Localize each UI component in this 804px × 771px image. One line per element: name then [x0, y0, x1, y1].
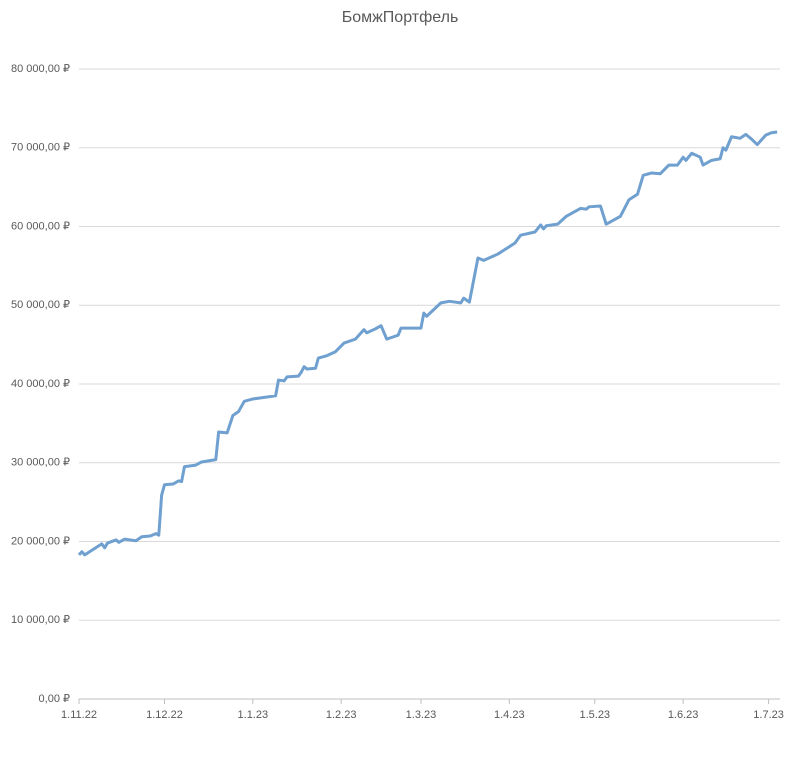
- y-tick-label: 80 000,00 ₽: [11, 63, 70, 75]
- x-tick-label: 1.12.22: [146, 709, 183, 721]
- y-tick-label: 50 000,00 ₽: [11, 299, 70, 311]
- y-tick-label: 0,00 ₽: [39, 693, 70, 705]
- y-tick-label: 30 000,00 ₽: [11, 457, 70, 469]
- y-tick-label: 70 000,00 ₽: [11, 142, 70, 154]
- x-tick-label: 1.5.23: [579, 709, 610, 721]
- x-tick-label: 1.11.22: [61, 709, 97, 721]
- line: [77, 130, 778, 557]
- x-tick-label: 1.4.23: [494, 709, 525, 721]
- y-tick-label: 20 000,00 ₽: [11, 535, 70, 547]
- x-tick-label: 1.6.23: [668, 709, 699, 721]
- y-tick-label: 10 000,00 ₽: [11, 614, 70, 626]
- chart-title: БомжПортфель: [342, 9, 459, 26]
- y-tick-label: 40 000,00 ₽: [11, 378, 70, 390]
- y-tick-label: 60 000,00 ₽: [11, 220, 70, 232]
- x-tick-label: 1.2.23: [326, 709, 357, 721]
- x-tick-label: 1.7.23: [753, 709, 784, 721]
- x-tick-label: 1.3.23: [406, 709, 437, 721]
- x-tick-label: 1.1.23: [238, 709, 269, 721]
